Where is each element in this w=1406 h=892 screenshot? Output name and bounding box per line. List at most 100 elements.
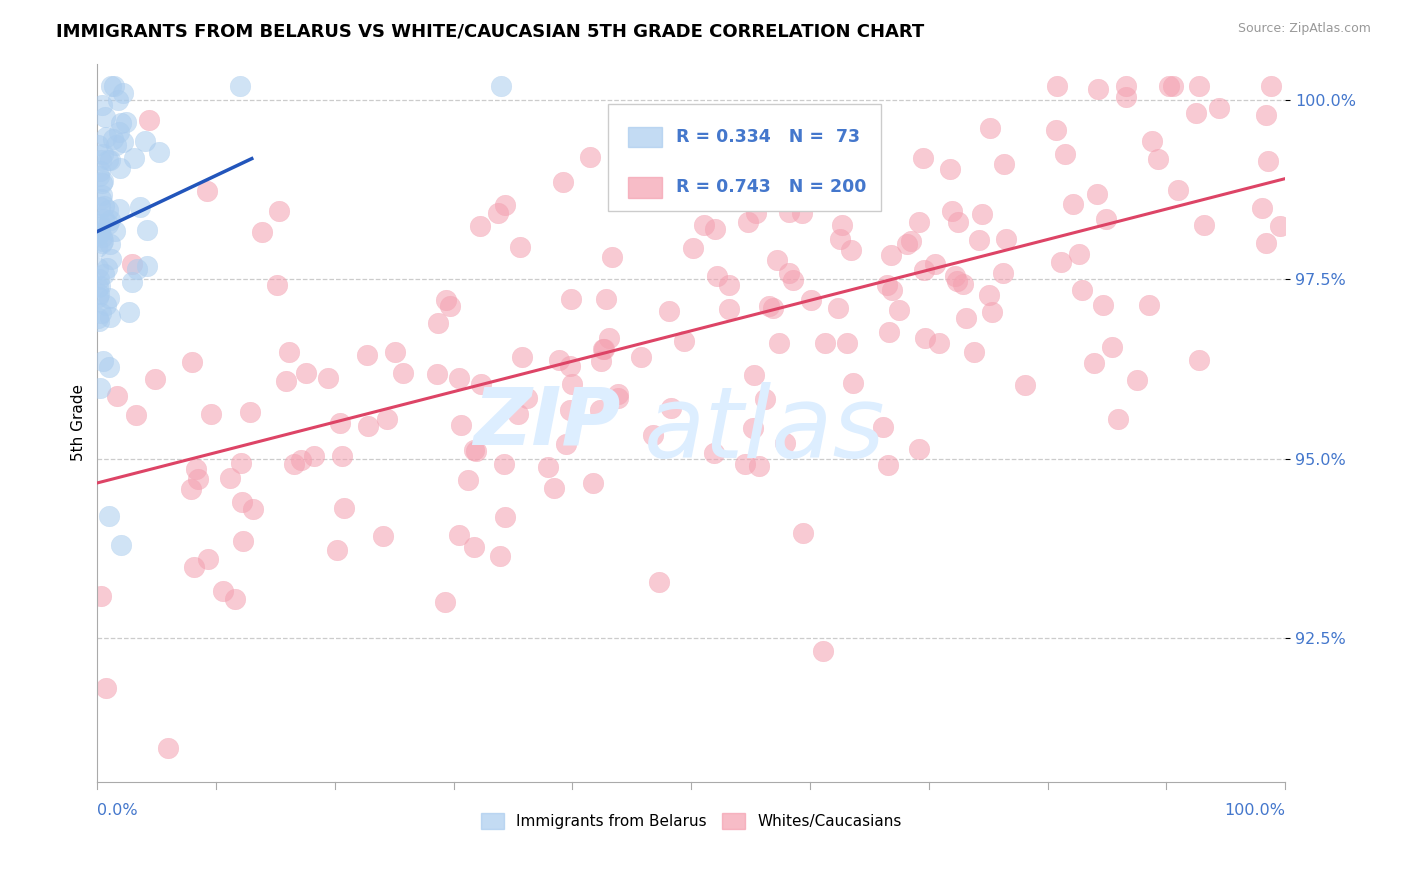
Point bbox=[579, 150, 602, 164]
Point bbox=[138, 112, 160, 127]
Point bbox=[127, 262, 149, 277]
Point bbox=[277, 345, 299, 359]
Text: R = 0.334   N =  73: R = 0.334 N = 73 bbox=[676, 128, 860, 146]
Point bbox=[97, 203, 120, 218]
Point bbox=[447, 528, 470, 542]
Point bbox=[426, 316, 449, 330]
Y-axis label: 5th Grade: 5th Grade bbox=[72, 384, 86, 461]
Point bbox=[90, 589, 112, 603]
Point bbox=[200, 407, 222, 421]
Point bbox=[91, 235, 114, 249]
Point bbox=[592, 342, 614, 356]
Point bbox=[991, 266, 1014, 280]
Point bbox=[115, 115, 138, 129]
Point bbox=[433, 594, 456, 608]
Point bbox=[470, 376, 492, 391]
Point bbox=[1046, 78, 1069, 93]
Point bbox=[745, 206, 768, 220]
Point bbox=[551, 175, 574, 189]
Point bbox=[835, 335, 858, 350]
Point bbox=[1067, 246, 1090, 260]
Point bbox=[229, 78, 252, 93]
Point bbox=[827, 301, 849, 315]
Point bbox=[748, 458, 770, 473]
Point bbox=[488, 549, 510, 563]
Point bbox=[118, 304, 141, 318]
Text: atlas: atlas bbox=[644, 382, 886, 478]
Point bbox=[1054, 146, 1077, 161]
Point bbox=[87, 227, 110, 242]
Point bbox=[741, 123, 763, 137]
Point bbox=[754, 392, 776, 406]
Point bbox=[1167, 183, 1189, 197]
Point bbox=[357, 419, 380, 434]
Point bbox=[97, 359, 120, 374]
Point bbox=[124, 408, 146, 422]
Point bbox=[768, 336, 790, 351]
Point bbox=[762, 301, 785, 316]
Point bbox=[98, 153, 121, 167]
Point bbox=[94, 130, 117, 145]
Point bbox=[981, 305, 1004, 319]
Point bbox=[121, 276, 143, 290]
Point bbox=[696, 142, 718, 156]
Point bbox=[494, 197, 516, 211]
Point bbox=[186, 462, 208, 476]
Point bbox=[93, 268, 115, 282]
Point bbox=[882, 283, 904, 297]
Point bbox=[231, 495, 253, 509]
Point bbox=[97, 153, 120, 167]
Point bbox=[1251, 202, 1274, 216]
Point bbox=[128, 200, 150, 214]
Point bbox=[330, 449, 353, 463]
Point bbox=[509, 240, 531, 254]
Point bbox=[283, 457, 305, 471]
Point bbox=[110, 116, 132, 130]
Point bbox=[232, 534, 254, 549]
Point bbox=[449, 370, 471, 384]
Point bbox=[659, 401, 682, 415]
Point bbox=[908, 442, 931, 456]
FancyBboxPatch shape bbox=[628, 128, 662, 147]
Point bbox=[87, 261, 110, 276]
Point bbox=[900, 234, 922, 248]
Point bbox=[89, 226, 111, 240]
Point bbox=[468, 219, 491, 234]
Point bbox=[87, 279, 110, 293]
Point bbox=[1161, 78, 1184, 93]
Point bbox=[180, 355, 202, 369]
Point bbox=[136, 259, 159, 273]
Point bbox=[325, 542, 347, 557]
Point bbox=[333, 501, 356, 516]
Point bbox=[1014, 378, 1036, 392]
Point bbox=[952, 277, 974, 292]
Point bbox=[766, 253, 789, 268]
Point bbox=[508, 407, 530, 421]
Point bbox=[1101, 340, 1123, 354]
Point bbox=[1062, 196, 1084, 211]
Point bbox=[489, 78, 512, 93]
Point bbox=[100, 78, 122, 93]
Point bbox=[89, 272, 111, 286]
Point bbox=[924, 257, 946, 271]
Text: IMMIGRANTS FROM BELARUS VS WHITE/CAUCASIAN 5TH GRADE CORRELATION CHART: IMMIGRANTS FROM BELARUS VS WHITE/CAUCASI… bbox=[56, 22, 925, 40]
Point bbox=[96, 681, 118, 695]
Point bbox=[589, 402, 612, 417]
Point bbox=[91, 147, 114, 161]
Point bbox=[89, 217, 111, 231]
Point bbox=[89, 169, 111, 183]
Point bbox=[876, 278, 898, 293]
Point bbox=[800, 293, 823, 307]
Point bbox=[908, 215, 931, 229]
Point bbox=[979, 121, 1001, 136]
Point bbox=[955, 310, 977, 325]
Point bbox=[96, 260, 118, 275]
Point bbox=[1085, 187, 1108, 202]
Point bbox=[595, 292, 617, 306]
Text: 100.0%: 100.0% bbox=[1225, 803, 1285, 818]
Point bbox=[89, 381, 111, 395]
Point bbox=[136, 222, 159, 236]
Point bbox=[294, 366, 316, 380]
Point bbox=[703, 446, 725, 460]
Point bbox=[1095, 212, 1118, 227]
